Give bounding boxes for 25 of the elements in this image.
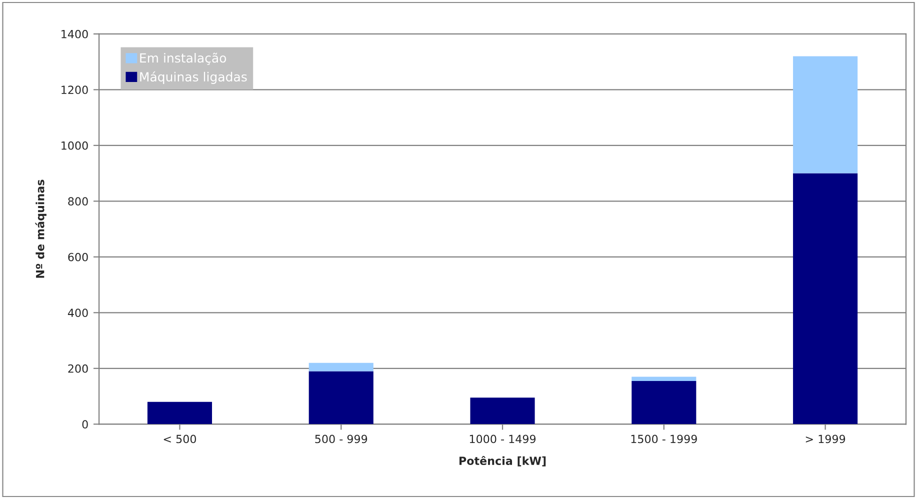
x-tick-label: 1000 - 1499 [470, 434, 536, 444]
bar [632, 380, 696, 424]
bar [147, 402, 212, 424]
y-tick-label: 800 [68, 197, 88, 206]
bar [308, 362, 374, 372]
y-tick-label: 1000 [62, 141, 88, 150]
bar [793, 173, 858, 424]
legend-label: Em instalação [140, 52, 226, 65]
x-tick-label: 1500 - 1999 [631, 434, 697, 444]
x-tick-label: > 1999 [806, 434, 846, 444]
y-axis-title: Nº de máquinas [35, 180, 46, 278]
y-tick-label: 1400 [62, 30, 88, 38]
bar [793, 56, 858, 174]
bar [632, 376, 696, 381]
bar [470, 398, 535, 424]
y-tick-label: 1200 [62, 86, 88, 94]
x-axis-title: Potência [kW] [459, 456, 546, 466]
bar [308, 371, 374, 424]
x-tick-label: 500 - 999 [315, 434, 368, 444]
y-tick-label: 0 [82, 420, 88, 429]
y-tick-label: 600 [68, 252, 88, 262]
x-tick-label: < 500 [164, 434, 196, 444]
y-tick-label: 400 [68, 308, 88, 318]
legend-label: Máquinas ligadas [140, 71, 247, 84]
y-tick-label: 200 [68, 364, 88, 373]
